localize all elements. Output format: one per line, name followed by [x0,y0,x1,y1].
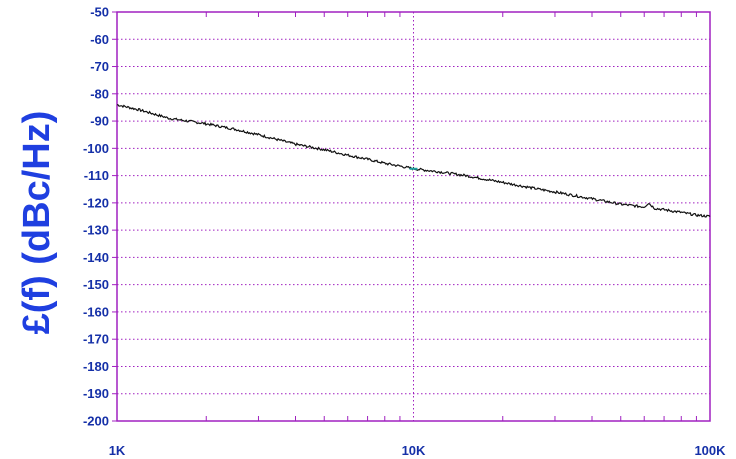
y-tick-labels: -50 -60 -70 -80 -90 -100 -110 -120 -130 -140 -150 -… [83,5,117,429]
x-minor-ticks [205,12,697,421]
y-tick-label: -150 [83,277,109,292]
y-tick-label: -70 [90,59,109,74]
y-tick-label: -140 [83,250,109,265]
y-tick-label: -190 [83,386,109,401]
y-tick-label: -160 [83,304,109,319]
y-tick-label: -50 [90,5,109,20]
x-tick-label: 1K [109,443,126,458]
y-axis-label: £(f) (dBc/Hz) [16,111,58,335]
y-tick-label: -90 [90,114,109,129]
grid-lines [117,12,710,421]
x-tick-labels: 1K 10K 100K [109,443,726,458]
x-tick-label: 100K [694,443,726,458]
x-tick-label: 10K [402,443,426,458]
y-tick-label: -200 [83,414,109,429]
y-tick-label: -170 [83,332,109,347]
y-tick-label: -100 [83,141,109,156]
y-tick-label: -60 [90,32,109,47]
y-tick-label: -110 [84,168,109,183]
y-tick-label: -80 [90,86,109,101]
y-tick-label: -180 [83,359,109,374]
y-tick-label: -130 [83,223,109,238]
y-tick-label: -120 [83,195,109,210]
